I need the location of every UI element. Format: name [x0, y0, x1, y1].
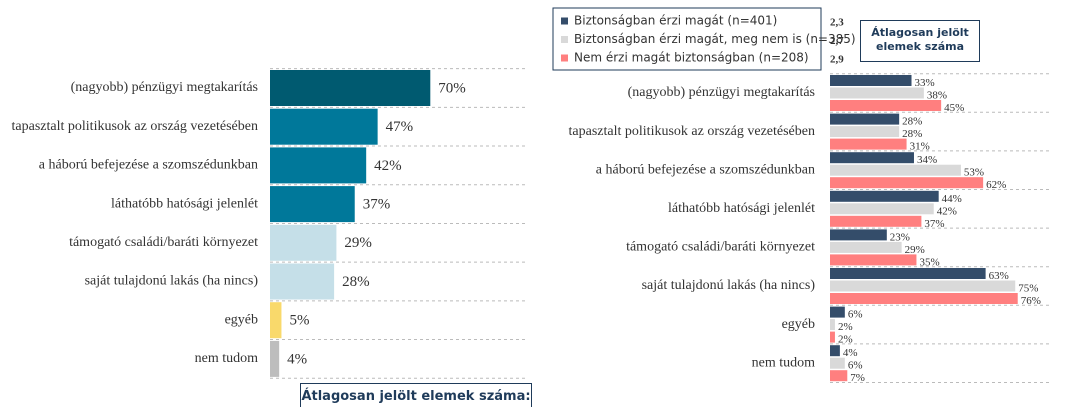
bar	[830, 87, 924, 99]
bar	[270, 302, 282, 339]
category-label: nem tudom	[752, 355, 815, 370]
category-label: saját tulajdonú lakás (ha nincs)	[642, 278, 816, 293]
value-label: 5%	[289, 313, 309, 329]
value-label: 34%	[917, 154, 937, 166]
value-label: 35%	[919, 256, 939, 268]
category-label: saját tulajdonú lakás (ha nincs)	[85, 274, 259, 289]
bar	[830, 113, 900, 125]
bar	[830, 345, 840, 357]
category-label: támogató családi/baráti környezet	[69, 235, 258, 250]
bar	[830, 331, 835, 343]
value-label: 28%	[902, 128, 922, 140]
bar	[830, 306, 845, 318]
legend-swatch	[561, 17, 568, 25]
bar	[830, 254, 917, 266]
value-label: 2%	[838, 334, 853, 346]
value-label: 4%	[287, 351, 307, 367]
bar	[830, 319, 835, 331]
value-label: 76%	[1021, 295, 1041, 307]
bar	[270, 147, 367, 184]
bar	[270, 108, 378, 145]
bar	[270, 70, 431, 106]
bar	[830, 370, 848, 382]
legend-label: Biztonságban érzi magát (n=401)	[574, 14, 777, 28]
average-box: Átlagosan jelölt elemek száma: 2,6	[300, 383, 532, 407]
value-label: 6%	[848, 360, 863, 372]
value-label: 42%	[937, 205, 957, 217]
value-label: 23%	[890, 231, 910, 243]
bar	[270, 224, 337, 261]
category-label: a háború befejezése a szomszédunkban	[596, 162, 815, 177]
category-label: tapasztalt politikusok az ország vezetés…	[569, 124, 815, 139]
value-label: 6%	[848, 309, 863, 321]
value-label: 42%	[374, 158, 402, 174]
bar	[270, 186, 355, 223]
category-label: láthatóbb hatósági jelenlét	[111, 196, 258, 211]
value-label: 28%	[902, 116, 922, 128]
value-label: 2%	[838, 321, 853, 333]
category-label: nem tudom	[195, 351, 258, 366]
bar	[830, 126, 900, 138]
bar	[830, 152, 914, 164]
category-label: egyéb	[782, 317, 815, 332]
value-label: 37%	[924, 218, 944, 230]
legend-swatch	[561, 54, 568, 62]
bar	[270, 340, 280, 377]
legend-label: Biztonságban érzi magát, meg nem is (n=3…	[574, 32, 856, 46]
bar	[830, 164, 961, 176]
value-label: 4%	[843, 347, 858, 359]
value-label: 7%	[850, 372, 865, 384]
legend-swatch	[561, 36, 568, 43]
value-label: 53%	[964, 167, 984, 179]
bar	[830, 215, 922, 227]
bar	[830, 100, 942, 111]
category-label: (nagyobb) pénzügyi megtakarítás	[628, 85, 815, 100]
value-label: 37%	[363, 197, 391, 213]
value-label: 29%	[344, 235, 372, 251]
bar	[830, 190, 939, 202]
bar	[830, 357, 845, 369]
value-label: 47%	[386, 119, 414, 135]
value-label: 62%	[986, 179, 1006, 191]
legend-average: 2,9	[830, 54, 844, 66]
value-label: 44%	[942, 193, 962, 205]
value-label: 33%	[915, 77, 935, 89]
category-label: támogató családi/baráti környezet	[626, 240, 815, 255]
bar	[830, 293, 1018, 304]
value-label: 38%	[927, 90, 947, 102]
category-label: láthatóbb hatósági jelenlét	[668, 201, 815, 216]
category-label: egyéb	[225, 312, 258, 327]
average-box: Átlagosan jelölt elemek száma	[860, 20, 980, 62]
category-label: (nagyobb) pénzügyi megtakarítás	[71, 80, 258, 95]
value-label: 29%	[905, 244, 925, 256]
legend-box	[552, 7, 822, 71]
bar	[830, 75, 912, 86]
value-label: 70%	[438, 80, 466, 96]
bar	[270, 263, 335, 300]
value-label: 63%	[989, 270, 1009, 282]
bar	[830, 229, 887, 241]
bar	[830, 241, 902, 253]
value-label: 28%	[342, 274, 370, 290]
value-label: 45%	[944, 102, 964, 114]
bar	[830, 203, 934, 215]
bar	[830, 138, 907, 150]
bar	[830, 268, 986, 279]
value-label: 31%	[910, 141, 930, 153]
category-label: a háború befejezése a szomszédunkban	[39, 158, 258, 173]
legend-label: Nem érzi magát biztonságban (n=208)	[574, 51, 809, 65]
category-label: tapasztalt politikusok az ország vezetés…	[12, 119, 258, 134]
bar	[830, 177, 984, 189]
value-label: 75%	[1018, 283, 1038, 295]
bar	[830, 280, 1016, 292]
legend-average: 2,7	[830, 35, 844, 47]
legend-average: 2,3	[830, 17, 844, 29]
